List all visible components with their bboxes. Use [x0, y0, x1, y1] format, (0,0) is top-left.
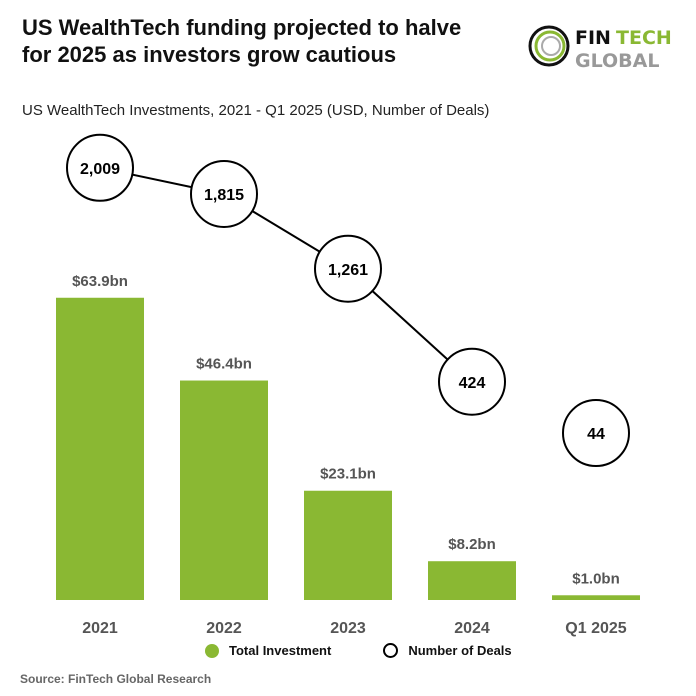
deals-point [190, 159, 258, 228]
x-tick-label: 2023 [330, 620, 366, 637]
deals-label: 44 [587, 426, 605, 443]
bar-2024 [428, 561, 516, 600]
deals-point [438, 347, 506, 416]
source-note: Source: FinTech Global Research [20, 672, 212, 686]
deals-point [314, 234, 382, 303]
deals-label: 424 [459, 375, 486, 392]
x-tick-label: 2021 [82, 620, 118, 637]
deals-label: 1,815 [204, 187, 244, 204]
bar-label: $63.9bn [72, 273, 128, 290]
deals-point [562, 399, 630, 468]
legend-swatch-total-investment [205, 643, 219, 658]
legend-label-number-of-deals: Number of Deals [408, 643, 512, 658]
bar-2023 [304, 490, 392, 600]
logo-fin: FIN [575, 27, 611, 49]
bar-label: $1.0bn [572, 570, 620, 587]
legend-swatch-number-of-deals [383, 643, 399, 658]
bar-label: $8.2bn [448, 536, 496, 553]
deals-point [66, 133, 134, 202]
bar-Q1 2025 [552, 595, 640, 600]
title-line-2: for 2025 as investors grow cautious [22, 42, 397, 67]
logo-tech: TECH [616, 27, 672, 49]
bar-label: $23.1bn [320, 466, 376, 483]
chart-subtitle: US WealthTech Investments, 2021 - Q1 202… [22, 102, 490, 119]
logo-global: GLOBAL [575, 50, 659, 70]
bar-2022 [180, 380, 268, 600]
fintech-global-logo: FIN TECH GLOBAL [527, 22, 677, 70]
deals-label: 2,009 [80, 161, 120, 178]
logo-ring-icon: FIN TECH GLOBAL [528, 25, 672, 70]
title-line-1: US WealthTech funding projected to halve [22, 15, 462, 40]
x-tick-label: 2022 [206, 620, 242, 637]
legend-label-total-investment: Total Investment [229, 643, 332, 658]
chart-title: US WealthTech funding projected to halve… [22, 14, 502, 68]
x-tick-label: 2024 [454, 620, 490, 637]
bar-2021 [56, 297, 144, 600]
deals-label: 1,261 [328, 262, 368, 279]
legend: Total Investment Number of Deals [205, 643, 512, 658]
bar-label: $46.4bn [196, 356, 252, 373]
x-tick-label: Q1 2025 [565, 620, 626, 637]
